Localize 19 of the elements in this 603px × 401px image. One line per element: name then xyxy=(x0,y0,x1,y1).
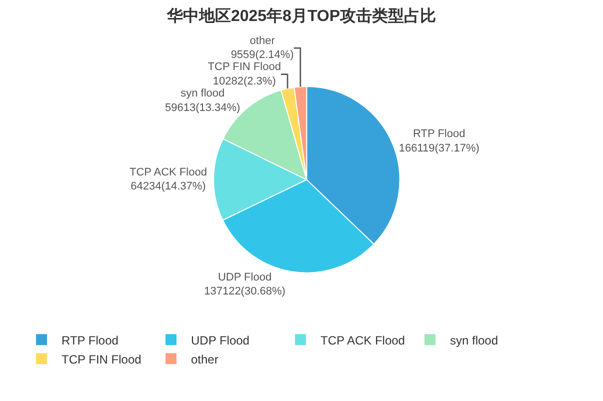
data-label: 9559(2.14%) xyxy=(230,49,294,62)
data-label: 10282(2.3%) xyxy=(212,75,276,88)
slice-label: RTP Flood xyxy=(413,128,466,140)
data-label: 137122(30.68%) xyxy=(204,286,286,298)
slice-label: TCP ACK Flood xyxy=(129,166,207,178)
slice-label: UDP Flood xyxy=(218,271,272,284)
slice-label: other xyxy=(250,34,276,47)
slice-label: syn flood xyxy=(180,87,225,100)
chart-title: 华中地区2025年8月TOP攻击类型占比 xyxy=(166,7,436,26)
legend-label: other xyxy=(191,352,218,366)
data-label: 166119(37.17%) xyxy=(398,142,480,154)
legend-label: UDP Flood xyxy=(191,333,250,348)
legend-label: RTP Flood xyxy=(62,333,118,348)
data-label: 59613(13.34%) xyxy=(164,102,240,114)
legend-label: TCP ACK Flood xyxy=(320,333,405,348)
legend-label: TCP FIN Flood xyxy=(62,352,142,366)
legend-label: syn flood xyxy=(450,333,498,348)
slice-label: TCP FIN Flood xyxy=(208,61,281,74)
data-label: 64234(14.37%) xyxy=(130,180,206,193)
